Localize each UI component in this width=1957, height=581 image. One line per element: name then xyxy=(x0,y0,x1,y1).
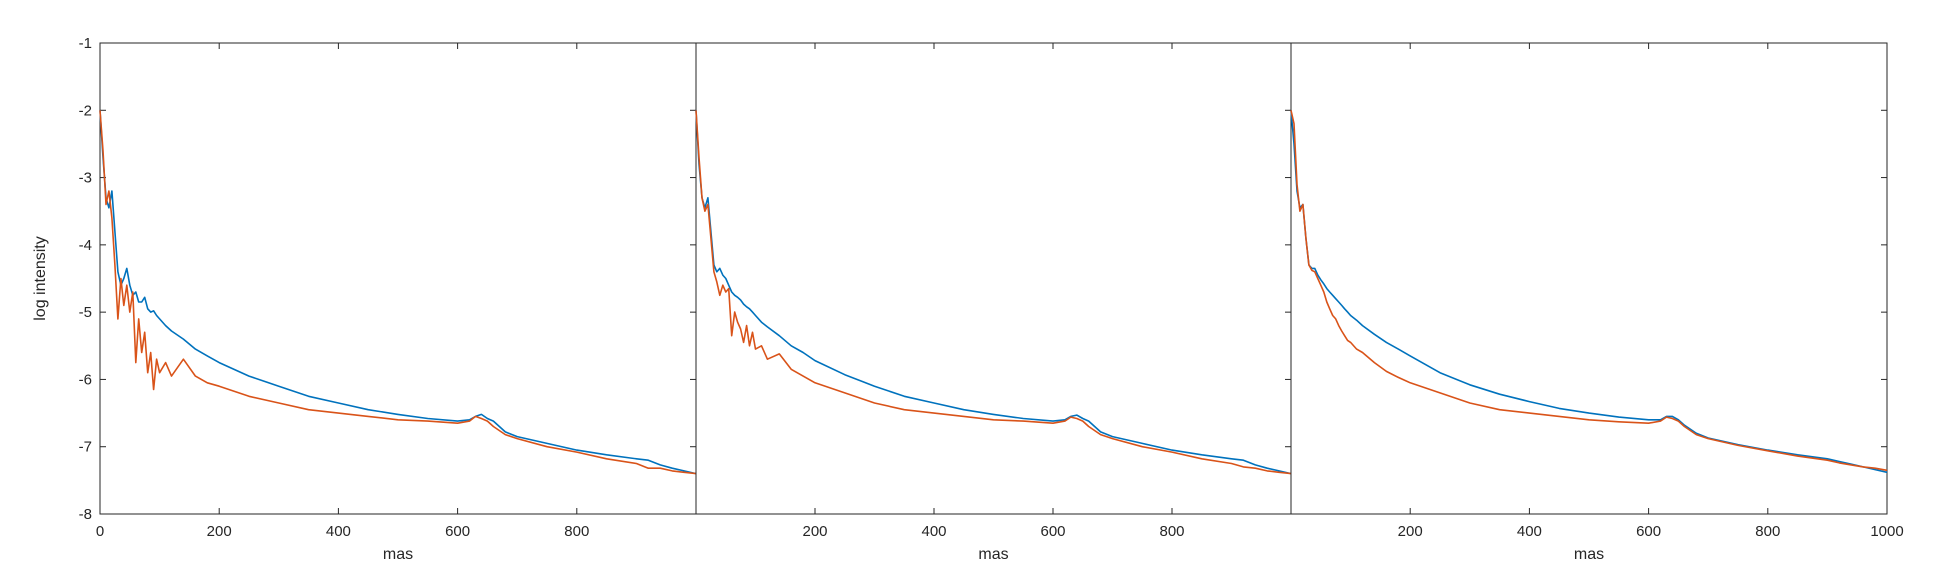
x-tick-label-left: 600 xyxy=(445,523,470,540)
y-tick-label-left: -8 xyxy=(79,506,92,523)
x-axis-label-right: mas xyxy=(1574,546,1604,563)
y-tick-label-left: -5 xyxy=(79,304,92,321)
y-tick-label-left: -6 xyxy=(79,371,92,388)
chart-panel-right: 200 400 600 800 1000 mas xyxy=(1290,42,1904,563)
x-tick-label-middle: 400 xyxy=(921,523,946,540)
x-tick-label-left: 200 xyxy=(207,523,232,540)
x-tick-label-right: 200 xyxy=(1398,523,1423,540)
x-tick-label-right: 1000 xyxy=(1870,523,1903,540)
x-tick-label-middle: 800 xyxy=(1159,523,1184,540)
y-tick-label-left: -2 xyxy=(79,102,92,119)
x-tick-label-right: 400 xyxy=(1517,523,1542,540)
series-line-right-2 xyxy=(1290,110,1888,472)
series-line-right-1 xyxy=(1290,110,1888,474)
plot-area-left xyxy=(99,42,697,515)
chart-panel-left: 0 200 400 600 800 -8 -7 -6 -5 -4 -3 -2 -1 mas log inte… xyxy=(32,35,697,563)
chart-panel-middle: 200 400 600 800 mas xyxy=(695,42,1292,563)
y-tick-label-left: -7 xyxy=(79,439,92,456)
x-tick-label-left: 400 xyxy=(326,523,351,540)
plot-area-right xyxy=(1290,42,1888,515)
series-line-left-1 xyxy=(99,110,697,475)
x-tick-label-left: 0 xyxy=(96,523,104,540)
x-tick-label-right: 800 xyxy=(1755,523,1780,540)
x-tick-label-middle: 600 xyxy=(1040,523,1065,540)
x-tick-label-left: 800 xyxy=(564,523,589,540)
x-tick-label-middle: 200 xyxy=(802,523,827,540)
y-axis-label-left: log intensity xyxy=(32,236,49,321)
series-line-middle-1 xyxy=(695,110,1292,475)
y-tick-label-left: -4 xyxy=(79,237,92,254)
plot-area-middle xyxy=(695,42,1292,515)
x-tick-label-right: 600 xyxy=(1636,523,1661,540)
y-tick-label-left: -1 xyxy=(79,35,92,52)
series-line-middle-2 xyxy=(695,110,1292,475)
x-axis-label-middle: mas xyxy=(978,546,1008,563)
y-tick-label-left: -3 xyxy=(79,170,92,187)
series-line-left-2 xyxy=(99,110,697,475)
x-axis-label-left: mas xyxy=(383,546,413,563)
